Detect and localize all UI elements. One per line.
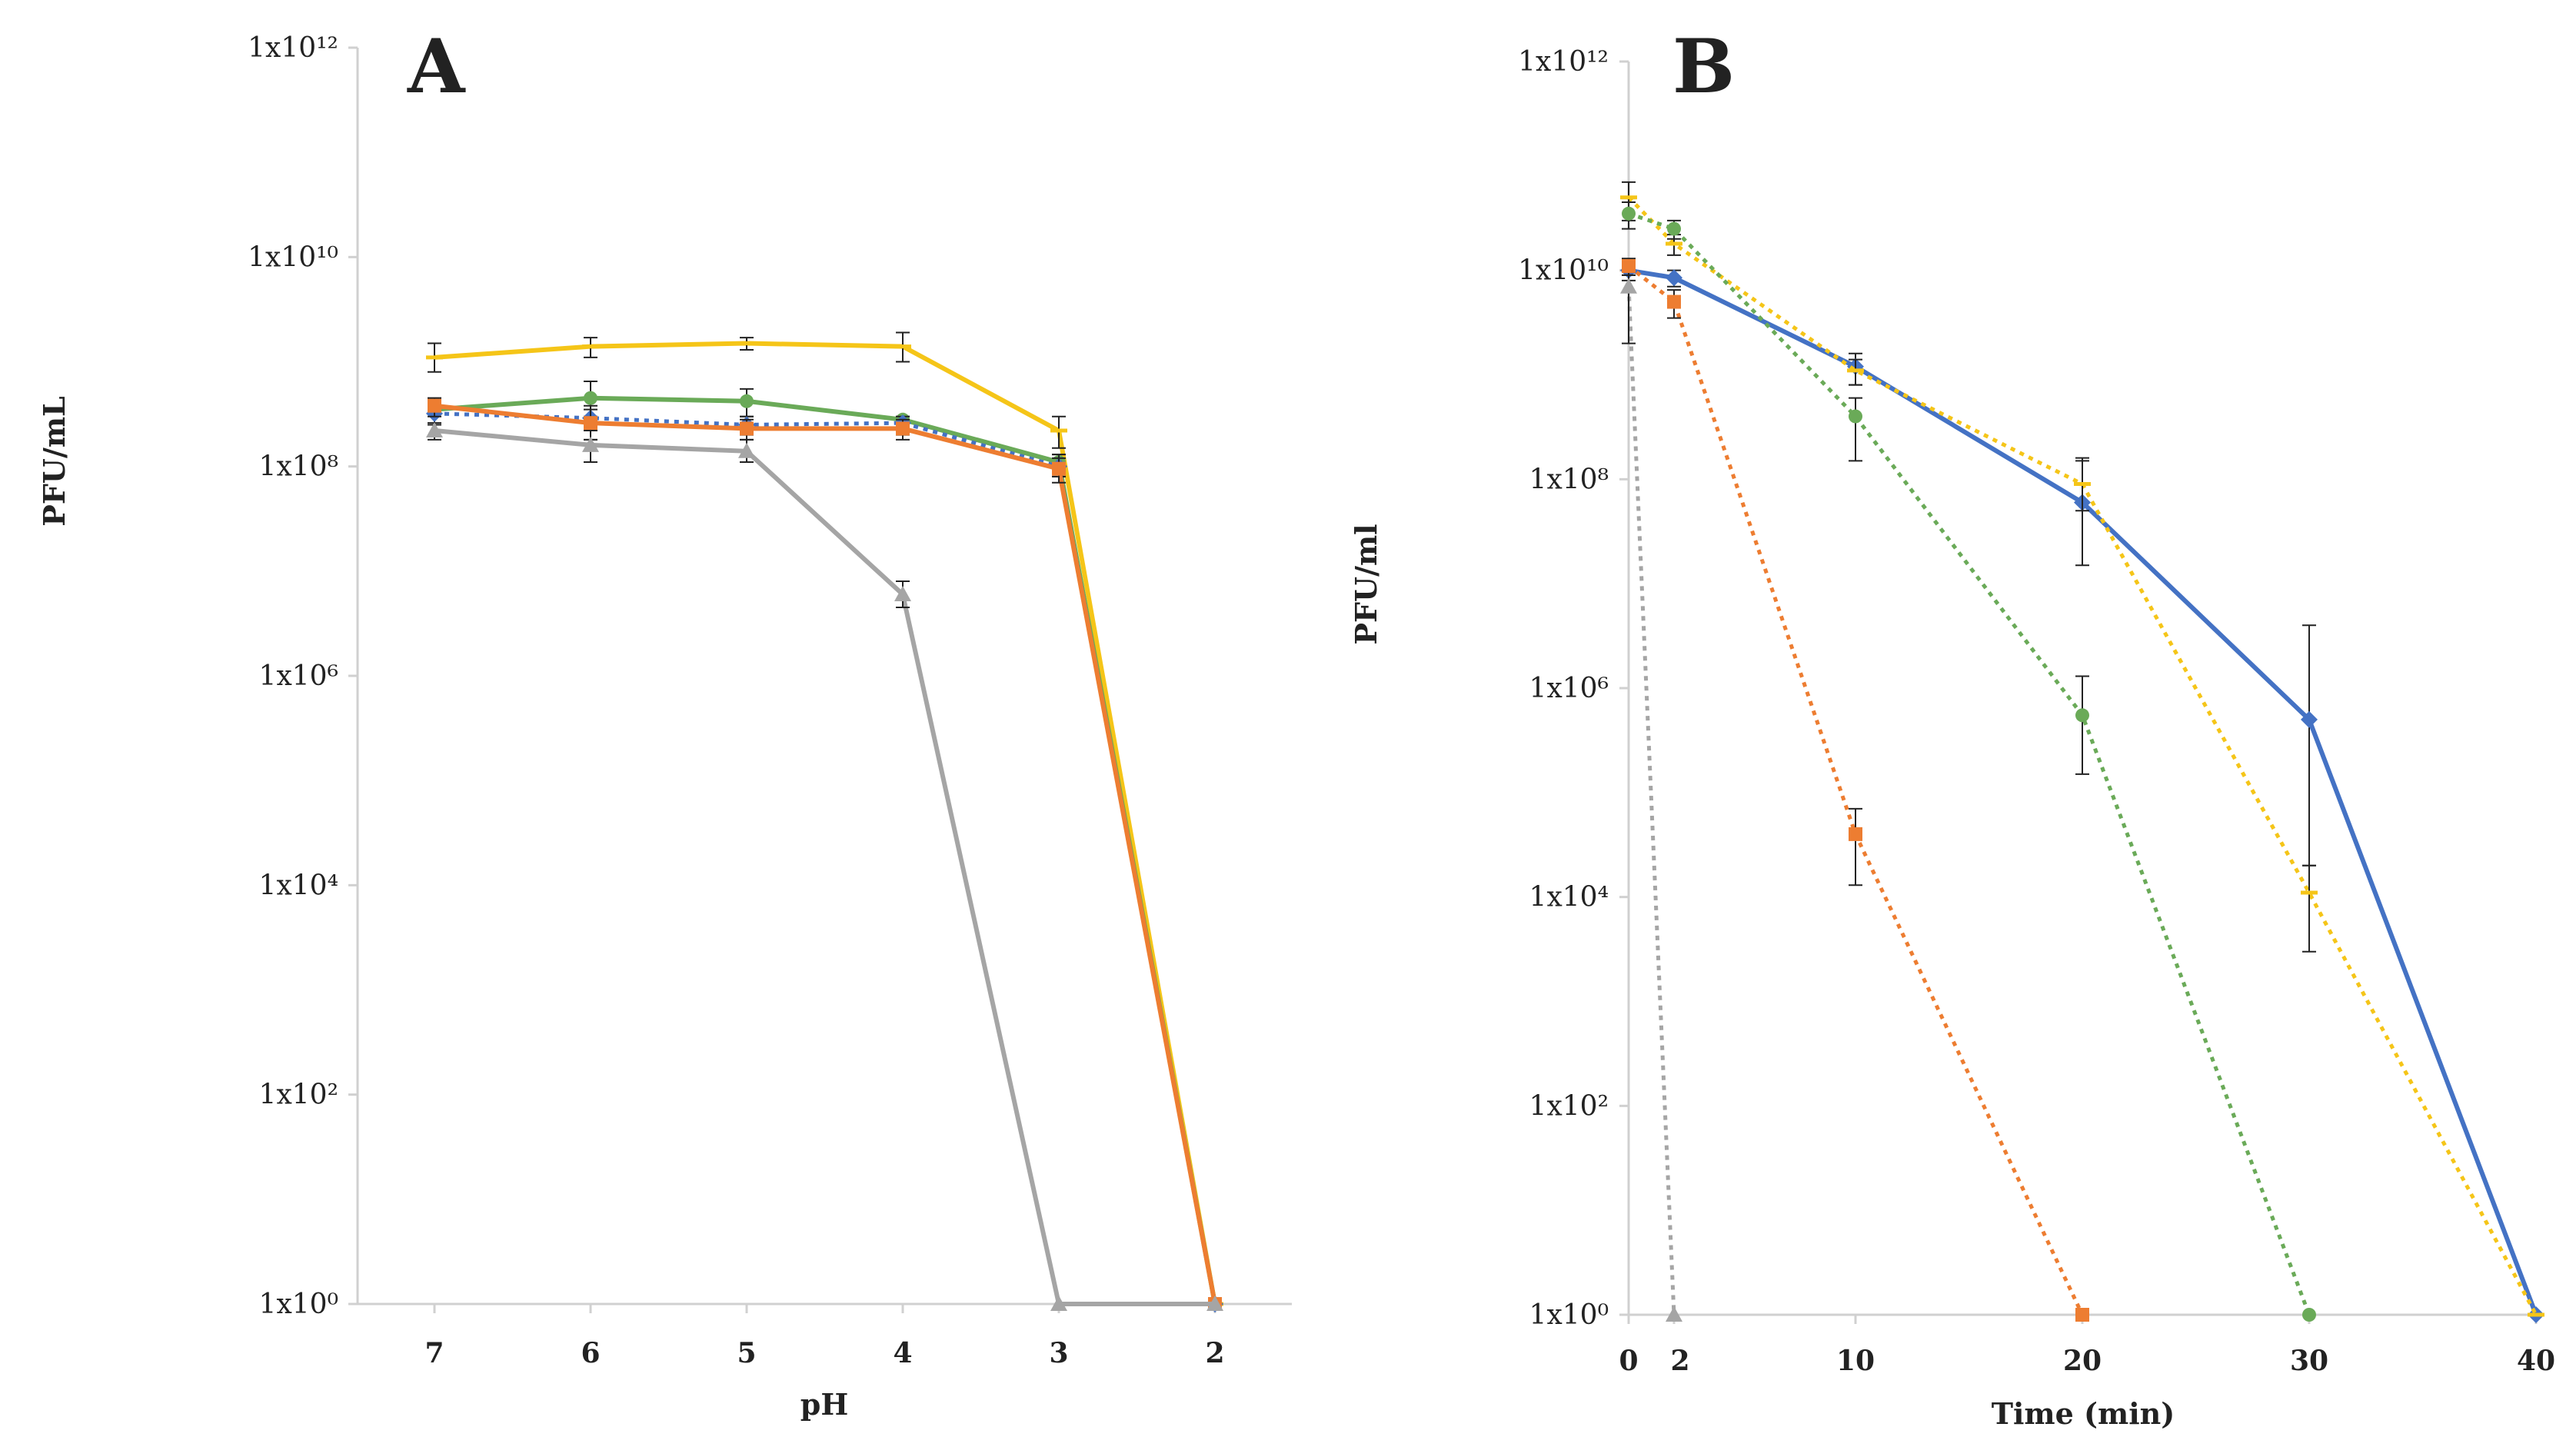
panel-b-x-label: Time (min) (1992, 1396, 2175, 1431)
data-point-gray (738, 442, 755, 458)
panel-b-y-label: PFU/ml (1349, 524, 1383, 644)
series-gray (1620, 274, 1682, 1322)
data-point-orange (740, 421, 754, 436)
series-line-blue (1628, 268, 2538, 1316)
y-tick-label: 1x10⁰ (1529, 1299, 1609, 1331)
series-blue (426, 402, 1223, 1312)
series-orange (428, 397, 1222, 1311)
data-point-blue (1666, 269, 1682, 287)
series-blue (1620, 261, 2544, 1323)
data-point-green (2075, 708, 2089, 723)
x-tick-label: 30 (2290, 1345, 2328, 1377)
x-tick-label: 6 (581, 1337, 600, 1369)
y-tick-label: 1x10¹⁰ (248, 241, 338, 273)
data-point-orange (896, 421, 910, 436)
data-point-green (584, 391, 597, 405)
y-tick-label: 1x10¹² (248, 32, 338, 64)
data-point-gray (582, 436, 599, 452)
data-point-orange (1849, 827, 1862, 841)
series-line-yellow (1627, 195, 2538, 1316)
series-line-yellow (434, 341, 1217, 1305)
chart-panel-a: A pH PFU/mL 1x10⁰ 1x10² 1x10⁴ 1x10⁶ 1x10⁸ 1x1… (37, 23, 1292, 1422)
data-point-green (2302, 1308, 2316, 1322)
data-point-orange (1667, 294, 1681, 309)
data-point-green (1622, 206, 1636, 221)
series-line-gray (434, 428, 1215, 1306)
data-point-orange (1622, 259, 1636, 274)
series-green (1622, 201, 2316, 1322)
series-line-orange (434, 403, 1217, 1305)
series-yellow (1620, 181, 2544, 1317)
series-line-blue (434, 411, 1217, 1305)
y-tick-label: 1x10⁶ (259, 660, 338, 692)
y-tick-label: 1x10⁶ (1529, 673, 1609, 704)
x-tick-label: 5 (737, 1337, 756, 1369)
y-tick-label: 1x10⁸ (259, 451, 338, 483)
data-point-orange (584, 416, 597, 431)
x-tick-label: 0 (1619, 1345, 1638, 1377)
x-tick-label: 4 (893, 1337, 912, 1369)
x-tick-label: 10 (1836, 1345, 1875, 1377)
data-point-green (1849, 409, 1862, 424)
x-tick-label: 3 (1049, 1337, 1068, 1369)
data-point-gray (426, 422, 443, 438)
y-tick-label: 1x10⁰ (259, 1289, 338, 1320)
data-point-orange (428, 398, 441, 413)
series-line-green (434, 395, 1217, 1305)
x-tick-label: 2 (1670, 1345, 1689, 1377)
series-orange (1622, 258, 2089, 1322)
series-yellow (426, 331, 1223, 1306)
series-line-green (1628, 211, 2311, 1316)
x-tick-label: 2 (1205, 1337, 1224, 1369)
data-point-gray (1666, 1306, 1682, 1322)
data-point-blue (2301, 710, 2318, 728)
x-tick-label: 7 (424, 1337, 444, 1369)
data-point-gray (1050, 1296, 1067, 1311)
data-point-gray (1206, 1296, 1223, 1311)
data-point-gray (894, 586, 911, 602)
data-point-orange (1052, 461, 1066, 476)
x-tick-label: 20 (2063, 1345, 2102, 1377)
y-tick-label: 1x10⁴ (1529, 882, 1609, 913)
data-point-orange (2075, 1308, 2089, 1322)
y-tick-label: 1x10¹⁰ (1518, 255, 1609, 287)
data-point-gray (1620, 278, 1637, 294)
x-tick-label: 40 (2517, 1345, 2555, 1377)
series-line-gray (1626, 286, 1676, 1316)
y-tick-label: 1x10⁸ (1529, 464, 1609, 495)
y-tick-label: 1x10¹² (1518, 46, 1609, 78)
y-tick-label: 1x10² (1529, 1090, 1609, 1122)
panel-b-label: B (1672, 23, 1735, 110)
panel-a-label: A (407, 23, 466, 110)
y-tick-label: 1x10² (259, 1079, 338, 1111)
data-point-green (740, 394, 754, 408)
series-gray (426, 422, 1223, 1311)
panel-a-x-label: pH (800, 1387, 848, 1422)
y-tick-label: 1x10⁴ (259, 870, 338, 901)
data-point-green (1667, 221, 1681, 236)
panel-a-y-label: PFU/mL (37, 396, 72, 527)
chart-panel-b: B Time (min) PFU/ml 1x10⁰ 1x10² 1x10⁴ 1x10⁶… (1349, 23, 2555, 1431)
